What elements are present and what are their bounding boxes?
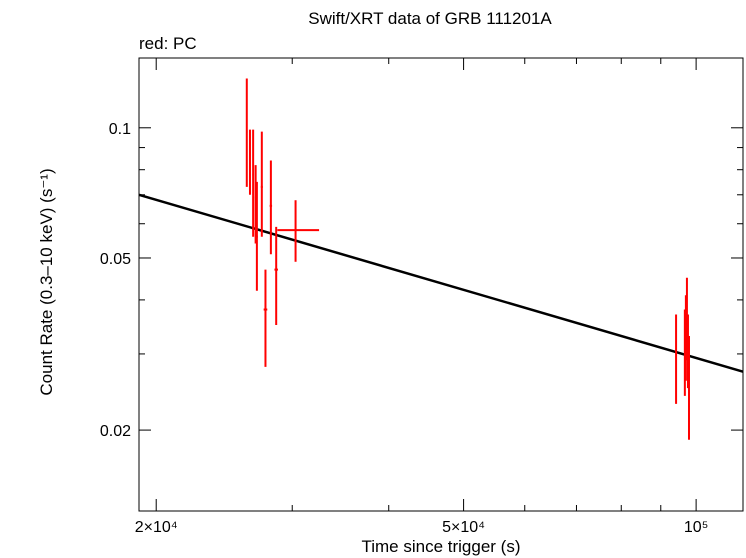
data-point [245, 78, 248, 187]
y-tick-label: 0.1 [109, 121, 131, 138]
data-point [277, 200, 320, 262]
data-point [252, 129, 255, 237]
y-tick-label: 0.02 [100, 423, 131, 440]
model-line-group [138, 193, 744, 373]
data-point [269, 160, 273, 255]
chart-title: Swift/XRT data of GRB 111201A [308, 9, 552, 28]
data-point [274, 226, 278, 325]
axis-ticks: 2×10⁴ 5×10⁴ 10⁵ 0.02 0.05 0.1 [100, 58, 743, 536]
x-tick-label: 5×10⁴ [442, 519, 485, 536]
y-tick-label: 0.05 [100, 251, 131, 268]
data-points [245, 78, 690, 440]
x-tick-label: 2×10⁴ [135, 519, 178, 536]
chart-subtitle: red: PC [139, 34, 197, 53]
y-axis-label: Count Rate (0.3–10 keV) (s⁻¹) [37, 168, 56, 395]
data-point [260, 131, 263, 237]
x-axis-label: Time since trigger (s) [361, 537, 520, 556]
data-point [255, 181, 258, 291]
x-tick-label: 10⁵ [684, 519, 708, 536]
plot-frame [138, 57, 744, 512]
model-fit-line [138, 193, 744, 373]
data-point [687, 336, 690, 440]
data-point [675, 314, 678, 404]
data-point [248, 129, 251, 195]
data-point [263, 269, 268, 367]
